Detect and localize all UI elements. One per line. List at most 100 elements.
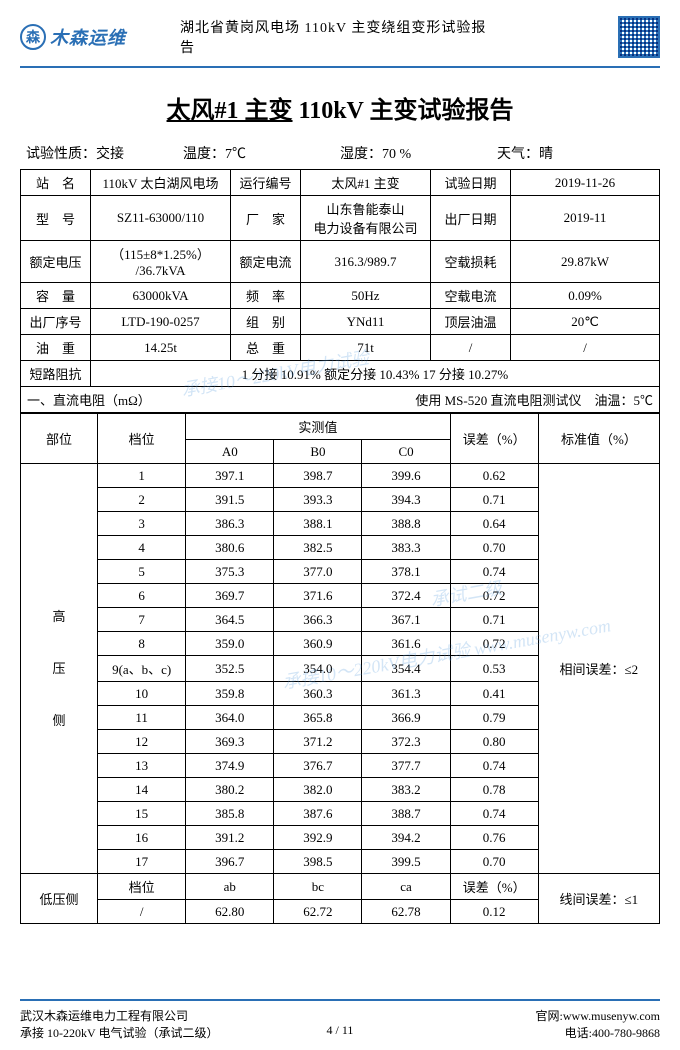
cell: 380.6 xyxy=(186,536,274,560)
cell: 2019-11 xyxy=(511,196,660,241)
cond4-value: 晴 xyxy=(539,147,553,162)
cell: ab xyxy=(186,874,274,900)
cell: 62.72 xyxy=(274,900,362,924)
cell: 364.5 xyxy=(186,608,274,632)
cell: 71t xyxy=(301,335,431,361)
cell: 组 别 xyxy=(231,309,301,335)
title-rest: 110kV 主变试验报告 xyxy=(293,98,514,124)
cell: 366.9 xyxy=(362,706,450,730)
cond2-label: 温度： xyxy=(183,147,225,162)
cell: 367.1 xyxy=(362,608,450,632)
cell: 393.3 xyxy=(274,488,362,512)
table-row: 油 重 14.25t 总 重 71t / / xyxy=(21,335,660,361)
cell: 0.64 xyxy=(450,512,538,536)
cell: 383.2 xyxy=(362,778,450,802)
cell: 372.4 xyxy=(362,584,450,608)
cell: 出厂序号 xyxy=(21,309,91,335)
cell: 396.7 xyxy=(186,850,274,874)
cell: 388.1 xyxy=(274,512,362,536)
cell: 频 率 xyxy=(231,283,301,309)
cell: 试验日期 xyxy=(431,170,511,196)
table-row: 额定电压 （115±8*1.25%） /36.7kVA 额定电流 316.3/9… xyxy=(21,241,660,283)
cond1-value: 交接 xyxy=(96,147,124,162)
cell: YNd11 xyxy=(301,309,431,335)
cell: 0.70 xyxy=(450,536,538,560)
logo-icon: 森 xyxy=(20,24,46,50)
cell: 352.5 xyxy=(186,656,274,682)
cell: 62.78 xyxy=(362,900,450,924)
cell: 型 号 xyxy=(21,196,91,241)
cell: 29.87kW xyxy=(511,241,660,283)
cell: 372.3 xyxy=(362,730,450,754)
cell: 空载损耗 xyxy=(431,241,511,283)
cell: 359.8 xyxy=(186,682,274,706)
qr-code-icon xyxy=(618,16,660,58)
cell: （115±8*1.25%） /36.7kVA xyxy=(91,241,231,283)
cell: 4 xyxy=(98,536,186,560)
cell: 11 xyxy=(98,706,186,730)
cell: 总 重 xyxy=(231,335,301,361)
table-row: 型 号 SZ11-63000/110 厂 家 山东鲁能泰山 电力设备有限公司 出… xyxy=(21,196,660,241)
table-row: 站 名 110kV 太白湖风电场 运行编号 太风#1 主变 试验日期 2019-… xyxy=(21,170,660,196)
cell: 油 重 xyxy=(21,335,91,361)
cell: 380.2 xyxy=(186,778,274,802)
cell: 0.71 xyxy=(450,488,538,512)
table-row: 低压侧 档位 ab bc ca 误差（%） 线间误差：≤1 xyxy=(21,874,660,900)
cell: 369.7 xyxy=(186,584,274,608)
logo-text: 木森运维 xyxy=(50,24,126,50)
cell: B0 xyxy=(274,440,362,464)
cell: 382.5 xyxy=(274,536,362,560)
cell: 371.6 xyxy=(274,584,362,608)
cell: / xyxy=(431,335,511,361)
cond4-label: 天气： xyxy=(497,147,539,162)
cell: 5 xyxy=(98,560,186,584)
header-divider xyxy=(20,66,660,68)
cell: 365.8 xyxy=(274,706,362,730)
cell: 361.6 xyxy=(362,632,450,656)
cell: 376.7 xyxy=(274,754,362,778)
cell: 6 xyxy=(98,584,186,608)
cell: 山东鲁能泰山 电力设备有限公司 xyxy=(301,196,431,241)
cell: C0 xyxy=(362,440,450,464)
cell: 387.6 xyxy=(274,802,362,826)
cell: 366.3 xyxy=(274,608,362,632)
dc-resistance-table: 部位 档位 实测值 误差（%） 标准值（%） A0 B0 C0 高 压 侧139… xyxy=(20,413,660,924)
cell: 2019-11-26 xyxy=(511,170,660,196)
table-row: 出厂序号 LTD-190-0257 组 别 YNd11 顶层油温 20℃ xyxy=(21,309,660,335)
cell: 15 xyxy=(98,802,186,826)
cell: 394.2 xyxy=(362,826,450,850)
cell: 档位 xyxy=(98,874,186,900)
cell: 0.62 xyxy=(450,464,538,488)
cell: / xyxy=(98,900,186,924)
cell: 377.0 xyxy=(274,560,362,584)
dc-section-title: 一、直流电阻（mΩ） xyxy=(21,387,301,413)
table-row: 一、直流电阻（mΩ） 使用 MS-520 直流电阻测试仪 油温：5℃ xyxy=(21,387,660,413)
cell: 388.7 xyxy=(362,802,450,826)
test-conditions: 试验性质：交接 温度：7℃ 湿度：70 % 天气：晴 xyxy=(20,143,660,163)
cell: / xyxy=(511,335,660,361)
page-header: 森 木森运维 湖北省黄岗风电场 110kV 主变绕组变形试验报告 xyxy=(20,12,660,62)
cell: 377.7 xyxy=(362,754,450,778)
cell: 线间误差：≤1 xyxy=(538,874,659,924)
cell: 0.79 xyxy=(450,706,538,730)
cell: 10 xyxy=(98,682,186,706)
cell: 374.9 xyxy=(186,754,274,778)
cell: 档位 xyxy=(98,414,186,464)
table-row: 高 压 侧1397.1398.7399.60.62相间误差：≤2 xyxy=(21,464,660,488)
cell: 12 xyxy=(98,730,186,754)
hv-std-label: 相间误差：≤2 xyxy=(538,464,659,874)
table-row: 短路阻抗 1 分接 10.91% 额定分接 10.43% 17 分接 10.27… xyxy=(21,361,660,387)
cell: 0.74 xyxy=(450,560,538,584)
cell: SZ11-63000/110 xyxy=(91,196,231,241)
cell: 371.2 xyxy=(274,730,362,754)
cell: 厂 家 xyxy=(231,196,301,241)
page-footer: 武汉木森运维电力工程有限公司 官网:www.musenyw.com 承接 10-… xyxy=(20,999,660,1038)
cond3-label: 湿度： xyxy=(340,147,382,162)
cell: 出厂日期 xyxy=(431,196,511,241)
cell: 误差（%） xyxy=(450,874,538,900)
cell: 容 量 xyxy=(21,283,91,309)
cell: 实测值 xyxy=(186,414,450,440)
cell: 398.7 xyxy=(274,464,362,488)
title-underlined: 太风#1 主变 xyxy=(167,98,293,124)
cell: 站 名 xyxy=(21,170,91,196)
